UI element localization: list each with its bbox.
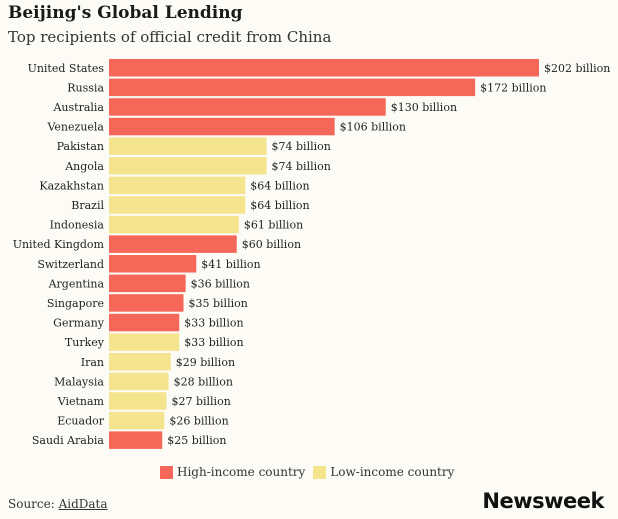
newsweek-logo: Newsweek — [482, 489, 604, 513]
value-label: $74 billion — [272, 160, 331, 173]
value-label: $60 billion — [242, 238, 301, 251]
legend-label-high: High-income country — [177, 465, 306, 479]
category-label: Saudi Arabia — [32, 434, 105, 447]
source-note: Source: AidData — [8, 497, 108, 511]
bar — [109, 215, 239, 234]
legend-item-low: Low-income country — [313, 465, 454, 479]
value-label: $64 billion — [250, 199, 309, 212]
category-label: United States — [28, 62, 105, 75]
category-label: Ecuador — [57, 415, 104, 428]
bar — [109, 353, 171, 371]
category-label: Kazakhstan — [39, 179, 104, 192]
category-label: Germany — [53, 317, 105, 330]
category-label: Venezuela — [46, 121, 104, 134]
category-label: Switzerland — [37, 258, 104, 271]
category-label: Malaysia — [54, 375, 104, 388]
bar — [109, 176, 246, 195]
value-label: $27 billion — [171, 395, 230, 408]
value-label: $36 billion — [191, 277, 250, 290]
value-label: $33 billion — [184, 317, 243, 330]
category-label: Pakistan — [57, 140, 104, 153]
value-label: $61 billion — [244, 219, 303, 232]
value-label: $28 billion — [174, 375, 233, 388]
value-label: $35 billion — [189, 297, 248, 310]
legend-label-low: Low-income country — [330, 465, 455, 479]
source-prefix: Source: — [8, 497, 59, 511]
value-label: $64 billion — [250, 179, 309, 192]
category-label: Vietnam — [57, 395, 105, 408]
category-label: United Kingdom — [13, 238, 105, 251]
chart-subtitle: Top recipients of official credit from C… — [8, 28, 332, 46]
bar — [109, 98, 386, 116]
value-label: $74 billion — [272, 140, 331, 153]
bar — [109, 411, 165, 430]
value-label: $130 billion — [391, 101, 457, 114]
value-label: $26 billion — [169, 415, 228, 428]
value-label: $25 billion — [167, 434, 226, 447]
bar — [109, 313, 180, 332]
bar — [109, 255, 197, 273]
bar — [109, 431, 163, 449]
bar-chart: United States $202 billion Russia $172 bill… — [13, 59, 610, 449]
bar — [109, 392, 167, 410]
bar — [109, 372, 169, 391]
category-label: Singapore — [47, 297, 104, 310]
category-label: Turkey — [65, 336, 105, 349]
value-label: $172 billion — [480, 81, 546, 94]
bar — [109, 59, 539, 77]
bar — [109, 274, 186, 293]
bar — [109, 294, 184, 312]
bar — [109, 157, 267, 175]
category-label: Iran — [81, 356, 104, 369]
value-label: $33 billion — [184, 336, 243, 349]
value-label: $29 billion — [176, 356, 235, 369]
value-label: $202 billion — [544, 62, 610, 75]
source-link[interactable]: AidData — [58, 497, 108, 511]
legend: High-income country Low-income country — [160, 465, 462, 479]
legend-swatch-high — [160, 465, 173, 479]
category-label: Angola — [64, 160, 104, 173]
bar — [109, 117, 335, 136]
legend-item-high: High-income country — [160, 465, 305, 479]
value-label: $41 billion — [201, 258, 260, 271]
bar — [109, 333, 180, 351]
bar — [109, 235, 237, 253]
legend-swatch-low — [313, 465, 327, 479]
bar — [109, 137, 267, 155]
category-label: Russia — [67, 81, 104, 94]
chart-title: Beijing's Global Lending — [8, 3, 243, 23]
category-label: Brazil — [71, 199, 104, 212]
bar — [109, 196, 246, 214]
category-label: Australia — [52, 101, 104, 114]
category-label: Indonesia — [50, 219, 105, 232]
category-label: Argentina — [48, 277, 105, 290]
bar — [109, 78, 476, 97]
bars-group: United States $202 billion Russia $172 bill… — [13, 59, 610, 449]
value-label: $106 billion — [340, 121, 406, 134]
